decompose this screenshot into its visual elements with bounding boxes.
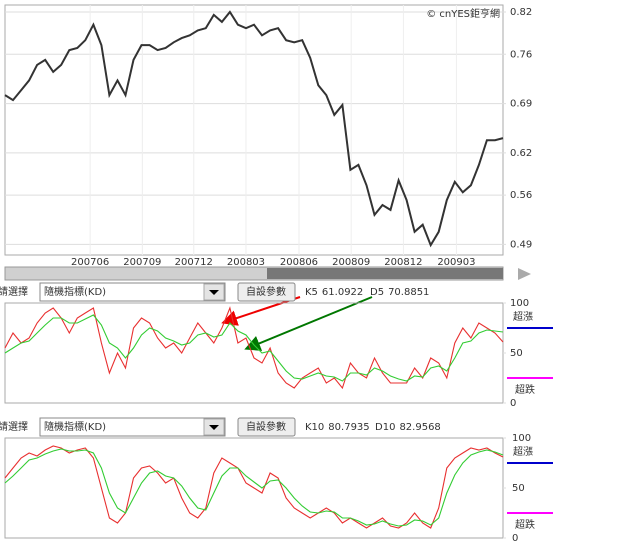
- plot-frame: [4, 302, 504, 404]
- y-tick-label: 0.62: [510, 148, 532, 159]
- green-arrow: [244, 296, 373, 351]
- params-button-label: 自設參數: [246, 420, 286, 433]
- annotation-overbought: 超漲: [513, 445, 533, 458]
- y-tick-label: 0.49: [510, 239, 532, 250]
- x-tick-label: 200706: [71, 257, 109, 268]
- indicator-readout: K5 61.0922: [305, 287, 363, 298]
- dropdown-arrow: [209, 425, 219, 430]
- x-tick-label: 200809: [332, 257, 370, 268]
- scroll-arrow[interactable]: [518, 268, 531, 280]
- readout-value: 61.0922: [322, 287, 363, 298]
- y-tick-label: 100: [512, 433, 531, 444]
- x-tick-label: 200803: [227, 257, 265, 268]
- dropdown-value: 隨機指標(KD): [44, 420, 106, 433]
- params-button-label: 自設參數: [246, 285, 286, 298]
- y-tick-label: 50: [512, 483, 525, 494]
- dropdown-arrow: [209, 290, 219, 295]
- annotation-oversold: 超跌: [515, 518, 535, 531]
- y-tick-label: 0.82: [510, 7, 532, 18]
- dropdown-value: 隨機指標(KD): [44, 285, 106, 298]
- series-line: [4, 448, 504, 527]
- params-button[interactable]: [237, 417, 296, 437]
- readout-name: K5: [305, 287, 318, 298]
- readout-name: D5: [370, 287, 384, 298]
- x-tick-label: 200712: [175, 257, 213, 268]
- params-button[interactable]: [237, 282, 296, 302]
- indicator-dropdown[interactable]: [39, 417, 226, 437]
- series-line: [4, 314, 504, 382]
- series-line: [4, 10, 504, 248]
- readout-name: D10: [375, 422, 395, 433]
- series-line: [4, 306, 504, 390]
- annotation-oversold: 超跌: [515, 383, 535, 396]
- annotation-overbought: 超漲: [513, 310, 533, 323]
- y-tick-label: 0: [512, 533, 518, 544]
- x-tick-label: 200812: [384, 257, 422, 268]
- readout-name: K10: [305, 422, 324, 433]
- x-tick-label: 200806: [280, 257, 318, 268]
- readout-value: 70.8851: [388, 287, 429, 298]
- selector-label: 請選擇: [0, 420, 28, 433]
- watermark: © cnYES鉅亨網: [426, 7, 500, 20]
- y-tick-label: 0.76: [510, 49, 532, 60]
- readout-value: 82.9568: [399, 422, 440, 433]
- x-tick-label: 200903: [437, 257, 475, 268]
- indicator-readout: D5 70.8851: [370, 287, 429, 298]
- scrollbar-thumb[interactable]: [267, 268, 503, 279]
- indicator-dropdown[interactable]: [39, 282, 226, 302]
- y-tick-label: 50: [510, 348, 523, 359]
- selector-label: 請選擇: [0, 285, 28, 298]
- series-line: [4, 445, 504, 529]
- indicator-readout: K10 80.7935: [305, 422, 370, 433]
- y-tick-label: 100: [510, 298, 529, 309]
- plot-frame: [4, 4, 504, 256]
- y-tick-label: 0: [510, 398, 516, 409]
- x-tick-label: 200709: [123, 257, 161, 268]
- readout-value: 80.7935: [328, 422, 369, 433]
- y-tick-label: 0.56: [510, 190, 532, 201]
- indicator-readout: D10 82.9568: [375, 422, 441, 433]
- y-tick-label: 0.69: [510, 99, 532, 110]
